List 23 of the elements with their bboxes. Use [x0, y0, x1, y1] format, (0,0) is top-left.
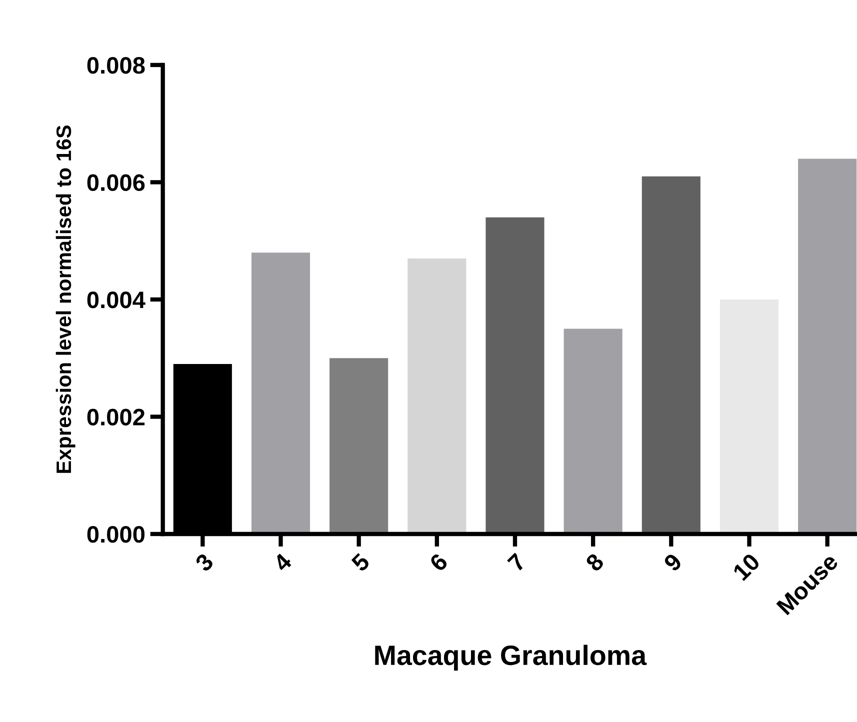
- y-tick-label: 0.006: [87, 174, 145, 192]
- bar: [251, 252, 310, 534]
- x-tick-label: 8: [584, 552, 605, 572]
- bar: [720, 299, 779, 534]
- bar: [486, 217, 544, 534]
- bar: [408, 258, 466, 534]
- x-tick-label: 10: [732, 552, 761, 582]
- bar: [798, 158, 857, 534]
- bar: [642, 176, 700, 534]
- y-tick-label: 0.008: [87, 57, 145, 74]
- x-axis-title: Macaque Granuloma: [375, 644, 647, 671]
- x-tick-label: 9: [662, 552, 683, 572]
- x-tick-label: 5: [350, 552, 371, 572]
- x-tick-label: 3: [194, 552, 214, 573]
- x-tick-label: 4: [272, 552, 293, 572]
- y-tick-label: 0.002: [87, 408, 145, 426]
- y-axis-title: Expression level normalised to 16S: [56, 125, 76, 473]
- bar: [564, 328, 622, 534]
- y-tick-label: 0.004: [87, 292, 146, 308]
- bar: [330, 358, 388, 534]
- x-tick-label: 7: [507, 552, 526, 572]
- y-tick-label: 0.000: [87, 526, 145, 543]
- x-tick-label: 6: [428, 552, 449, 572]
